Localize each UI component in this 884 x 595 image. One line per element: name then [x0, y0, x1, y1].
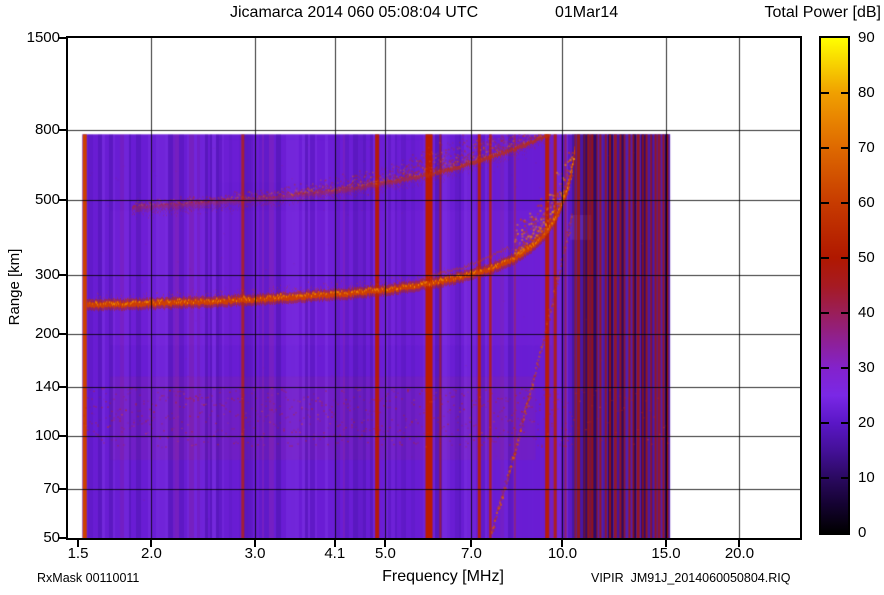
x-tick-label: 10.0	[547, 545, 578, 562]
x-tick-label: 1.5	[67, 545, 89, 562]
colorbar-tick-label: 60	[858, 194, 875, 211]
colorbar-tick-mark	[821, 92, 829, 94]
y-tick-mark	[59, 129, 66, 132]
x-tick-mark	[665, 540, 667, 547]
x-tick-label: 7.0	[460, 545, 482, 562]
colorbar-tick-mark	[841, 477, 849, 479]
colorbar-tick-mark	[841, 312, 849, 314]
colorbar-tick-mark	[841, 367, 849, 369]
colorbar-tick-label: 0	[858, 524, 867, 541]
y-tick-mark	[59, 333, 66, 336]
colorbar-tick-label: 10	[858, 469, 875, 486]
colorbar-tick-mark	[821, 312, 829, 314]
y-tick-label: 300	[34, 265, 60, 283]
x-tick-mark	[77, 540, 79, 547]
x-tick-mark	[384, 540, 387, 547]
file-name-label: VIPIR JM91J_2014060050804.RIQ	[591, 571, 791, 585]
y-tick-label: 500	[34, 190, 60, 208]
colorbar-tick-mark	[841, 92, 849, 94]
y-tick-mark	[59, 487, 66, 490]
y-tick-mark	[59, 537, 66, 539]
colorbar-tick-mark	[821, 477, 829, 479]
y-tick-label: 800	[34, 121, 60, 139]
x-tick-label: 2.0	[141, 545, 162, 562]
colorbar-tick-mark	[841, 147, 849, 149]
page-title-date: 01Mar14	[555, 4, 619, 21]
colorbar-tick-mark	[821, 202, 829, 204]
x-tick-mark	[470, 540, 473, 547]
colorbar-gradient	[821, 38, 848, 533]
colorbar-tick-label: 40	[858, 304, 875, 321]
y-tick-label: 100	[34, 427, 60, 445]
x-tick-label: 5.0	[375, 545, 396, 562]
colorbar-tick-label: 90	[858, 29, 875, 46]
colorbar-tick-label: 30	[858, 359, 875, 376]
colorbar-tick-mark	[821, 147, 829, 149]
colorbar-tick-mark	[821, 422, 829, 424]
x-tick-mark	[333, 540, 336, 547]
ionogram-heatmap	[68, 38, 800, 538]
x-tick-label: 15.0	[651, 545, 681, 562]
colorbar-title: Total Power [dB]	[764, 4, 882, 21]
y-tick-mark	[59, 273, 66, 276]
colorbar-tick-mark	[841, 202, 849, 204]
colorbar-tick-mark	[841, 422, 849, 424]
y-tick-label: 70	[43, 479, 60, 497]
x-tick-label: 3.0	[244, 545, 266, 562]
colorbar-tick-mark	[841, 257, 849, 259]
x-tick-label: 20.0	[724, 545, 755, 562]
colorbar-tick-label: 80	[858, 84, 875, 101]
x-axis-label: Frequency [MHz]	[382, 568, 504, 585]
y-tick-mark	[59, 198, 66, 201]
colorbar-tick-label: 50	[858, 249, 875, 266]
colorbar	[819, 36, 850, 535]
x-tick-mark	[738, 540, 741, 547]
y-tick-label: 140	[34, 377, 60, 395]
colorbar-tick-label: 70	[858, 139, 875, 156]
rx-mask-label: RxMask 00110011	[37, 571, 140, 585]
y-tick-mark	[59, 37, 66, 39]
y-tick-label: 1500	[26, 29, 60, 46]
x-tick-mark	[254, 540, 256, 547]
colorbar-tick-mark	[821, 257, 829, 259]
x-tick-mark	[150, 540, 153, 547]
colorbar-tick-label: 20	[858, 414, 875, 431]
page-title: Jicamarca 2014 060 05:08:04 UTC	[230, 4, 479, 21]
plot-frame	[66, 36, 802, 540]
colorbar-tick-mark	[821, 367, 829, 369]
y-tick-mark	[59, 435, 66, 438]
y-tick-mark	[59, 385, 66, 388]
x-tick-label: 4.1	[324, 545, 346, 562]
y-tick-label: 200	[34, 325, 60, 343]
y-tick-label: 50	[43, 529, 60, 546]
x-tick-mark	[561, 540, 564, 547]
